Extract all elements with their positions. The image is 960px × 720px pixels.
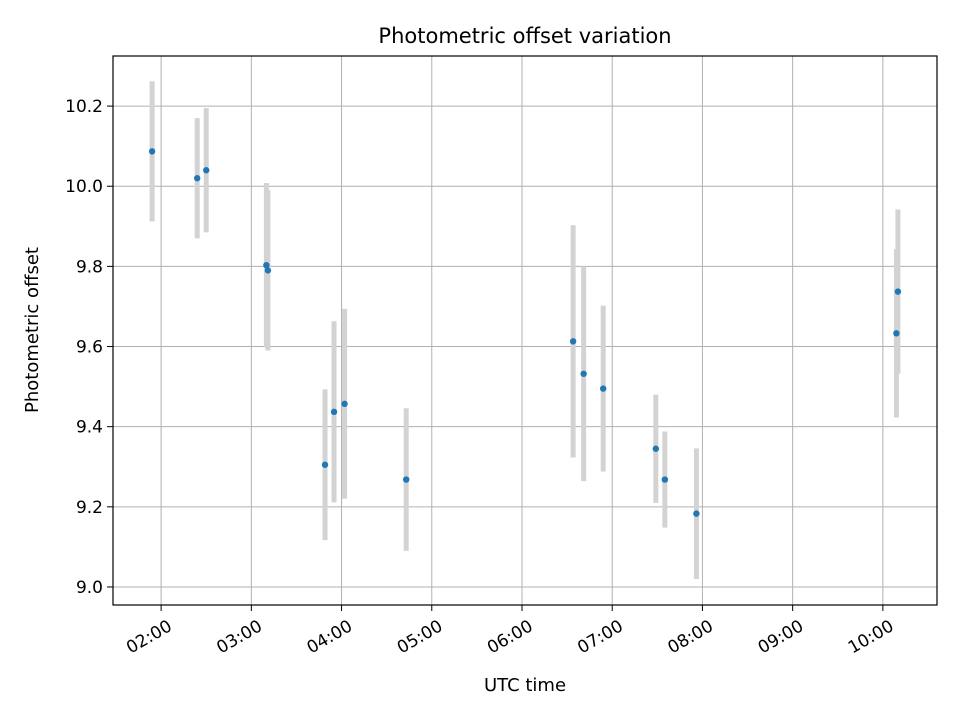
y-tick-label: 10.2: [65, 97, 103, 117]
data-point: [661, 476, 669, 483]
y-axis: 9.0 9.2 9.4 9.6 9.8 10.0 10.2: [65, 97, 113, 598]
y-tick-label: 9.4: [76, 418, 103, 438]
y-tick-label: 9.8: [76, 257, 103, 277]
data-point: [148, 148, 156, 155]
data-point: [569, 338, 577, 345]
y-tick-label: 10.0: [65, 177, 103, 197]
data-point: [580, 370, 587, 377]
data-point: [893, 330, 900, 337]
data-points: [148, 148, 902, 517]
data-point: [599, 385, 607, 392]
chart-title: Photometric offset variation: [378, 24, 671, 48]
grid: [113, 56, 937, 605]
data-point: [263, 261, 270, 269]
data-point: [194, 175, 201, 182]
data-point: [203, 167, 210, 174]
plot-frame: [112, 55, 938, 606]
data-point: [652, 445, 660, 452]
data-point: [330, 408, 338, 416]
x-axis-label: UTC time: [484, 675, 566, 696]
data-point: [693, 510, 700, 517]
data-point: [403, 476, 410, 483]
y-tick-label: 9.2: [76, 498, 103, 518]
y-tick-label: 9.0: [76, 578, 103, 598]
data-point: [894, 288, 902, 295]
data-point: [321, 461, 329, 468]
data-point: [341, 400, 348, 408]
y-axis-label: Photometric offset: [22, 247, 43, 413]
y-tick-label: 9.6: [76, 338, 103, 358]
data-point: [264, 267, 272, 274]
